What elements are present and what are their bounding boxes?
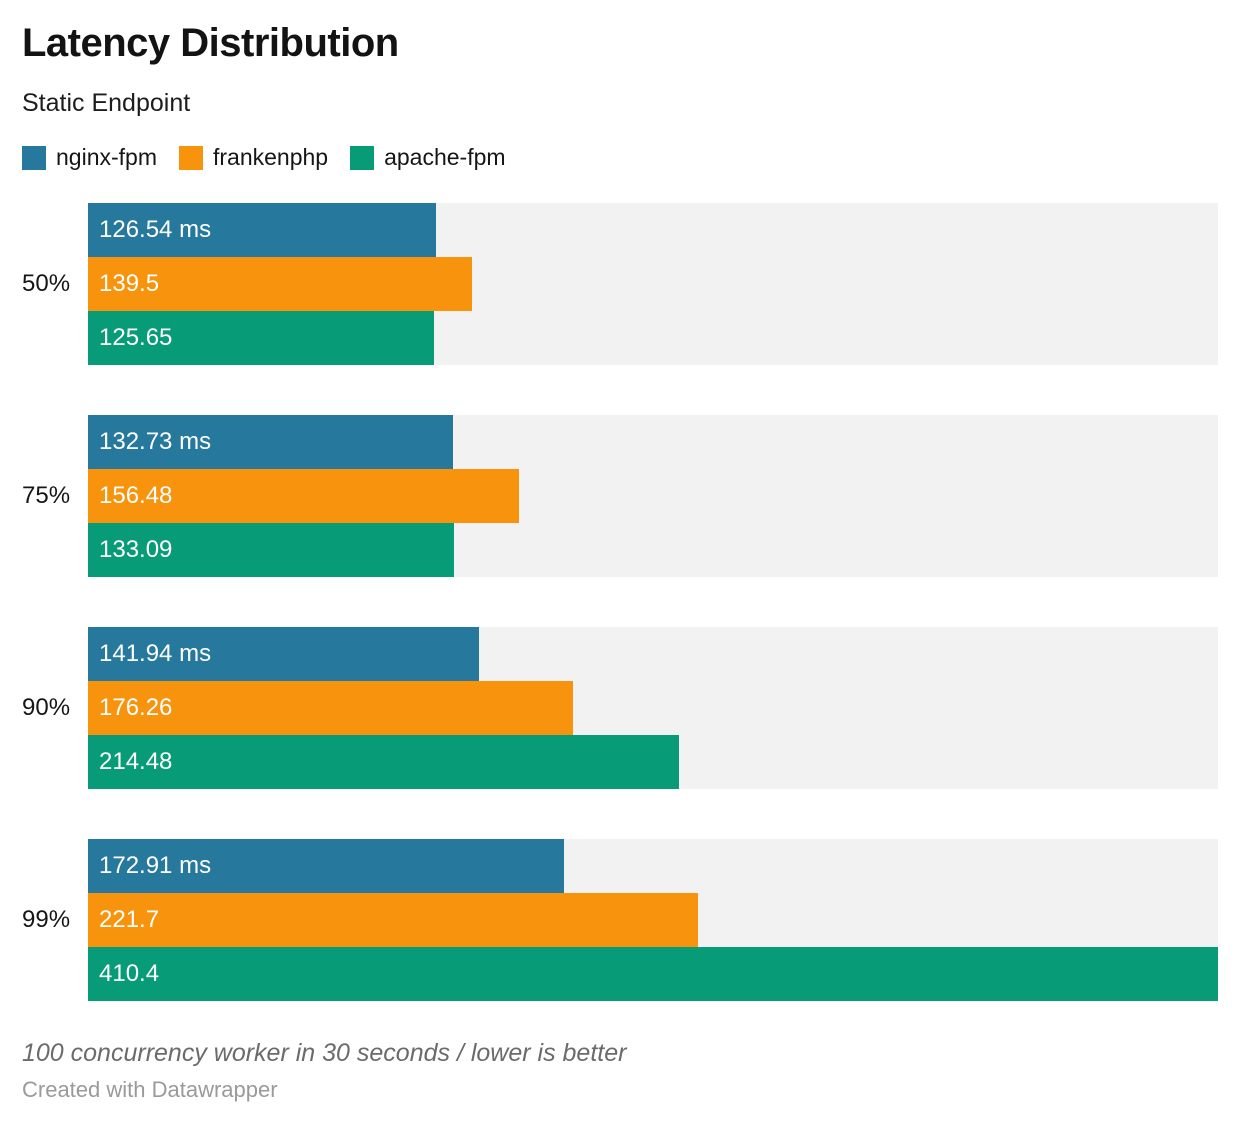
bar-value-label: 176.26 [99,694,173,721]
bar-frankenphp-50: 139.5 [88,257,473,311]
bar-chart: 50% 126.54 ms 139.5 125.65 [22,203,1218,1001]
bar-track: 133.09 [88,523,1218,577]
bar-nginx-fpm-99: 172.91 ms [88,839,565,893]
category-label-50: 50% [22,270,71,297]
bar-value-label: 132.73 ms [99,428,212,455]
bar-group-90: 90% 141.94 ms 176.26 214.48 [22,627,1218,789]
bar-track: 156.48 [88,469,1218,523]
chart-note: 100 concurrency worker in 30 seconds / l… [22,1039,627,1067]
bar-group-bars: 126.54 ms 139.5 125.65 [88,203,1218,365]
legend-swatch-apache-fpm [350,145,375,170]
bar-track: 126.54 ms [88,203,1218,257]
bar-value-label: 125.65 [99,324,173,351]
bar-group-bars: 132.73 ms 156.48 133.09 [88,415,1218,577]
legend-item-apache-fpm: apache-fpm [350,144,506,171]
bar-frankenphp-99: 221.7 [88,893,699,947]
bar-value-label: 156.48 [99,482,173,509]
bar-track: 141.94 ms [88,627,1218,681]
bar-group-bars: 172.91 ms 221.7 410.4 [88,839,1218,1001]
bar-apache-fpm-99: 410.4 [88,947,1218,1001]
bar-track: 214.48 [88,735,1218,789]
legend-swatch-nginx-fpm [22,145,46,170]
bar-nginx-fpm-50: 126.54 ms [88,203,437,257]
category-label-99: 99% [22,906,71,933]
bar-frankenphp-90: 176.26 [88,681,574,735]
bar-group-99: 99% 172.91 ms 221.7 410.4 [22,839,1218,1001]
legend-label-frankenphp: frankenphp [212,144,329,170]
bar-value-label: 410.4 [99,960,160,987]
bar-track: 176.26 [88,681,1218,735]
category-label-90: 90% [22,694,71,721]
bar-frankenphp-75: 156.48 [88,469,519,523]
bar-nginx-fpm-90: 141.94 ms [88,627,479,681]
bar-value-label: 214.48 [99,748,173,775]
bar-group-75: 75% 132.73 ms 156.48 133.09 [22,415,1218,577]
legend: nginx-fpm frankenphp apache-fpm [22,144,1218,171]
category-label-75: 75% [22,482,71,509]
bar-value-label: 133.09 [99,536,173,563]
bar-apache-fpm-75: 133.09 [88,523,455,577]
bar-group-bars: 141.94 ms 176.26 214.48 [88,627,1218,789]
bar-group-50: 50% 126.54 ms 139.5 125.65 [22,203,1218,365]
legend-label-nginx-fpm: nginx-fpm [56,144,157,170]
bar-value-label: 141.94 ms [99,640,212,667]
legend-item-nginx-fpm: nginx-fpm [22,144,157,171]
legend-swatch-frankenphp [178,145,203,170]
datawrapper-attribution-link[interactable]: Created with Datawrapper [22,1077,278,1102]
bar-track: 410.4 [88,947,1218,1001]
bar-value-label: 139.5 [99,270,160,297]
bar-track: 132.73 ms [88,415,1218,469]
bar-apache-fpm-90: 214.48 [88,735,679,789]
bar-track: 172.91 ms [88,839,1218,893]
bar-value-label: 221.7 [99,906,160,933]
bar-nginx-fpm-75: 132.73 ms [88,415,454,469]
chart-title: Latency Distribution [22,21,399,65]
legend-label-apache-fpm: apache-fpm [384,144,506,170]
chart-subtitle: Static Endpoint [22,89,191,117]
bar-track: 139.5 [88,257,1218,311]
bar-track: 221.7 [88,893,1218,947]
bar-value-label: 126.54 ms [99,216,212,243]
bar-apache-fpm-50: 125.65 [88,311,434,365]
bar-track: 125.65 [88,311,1218,365]
legend-item-frankenphp: frankenphp [178,144,329,171]
bar-value-label: 172.91 ms [99,852,212,879]
